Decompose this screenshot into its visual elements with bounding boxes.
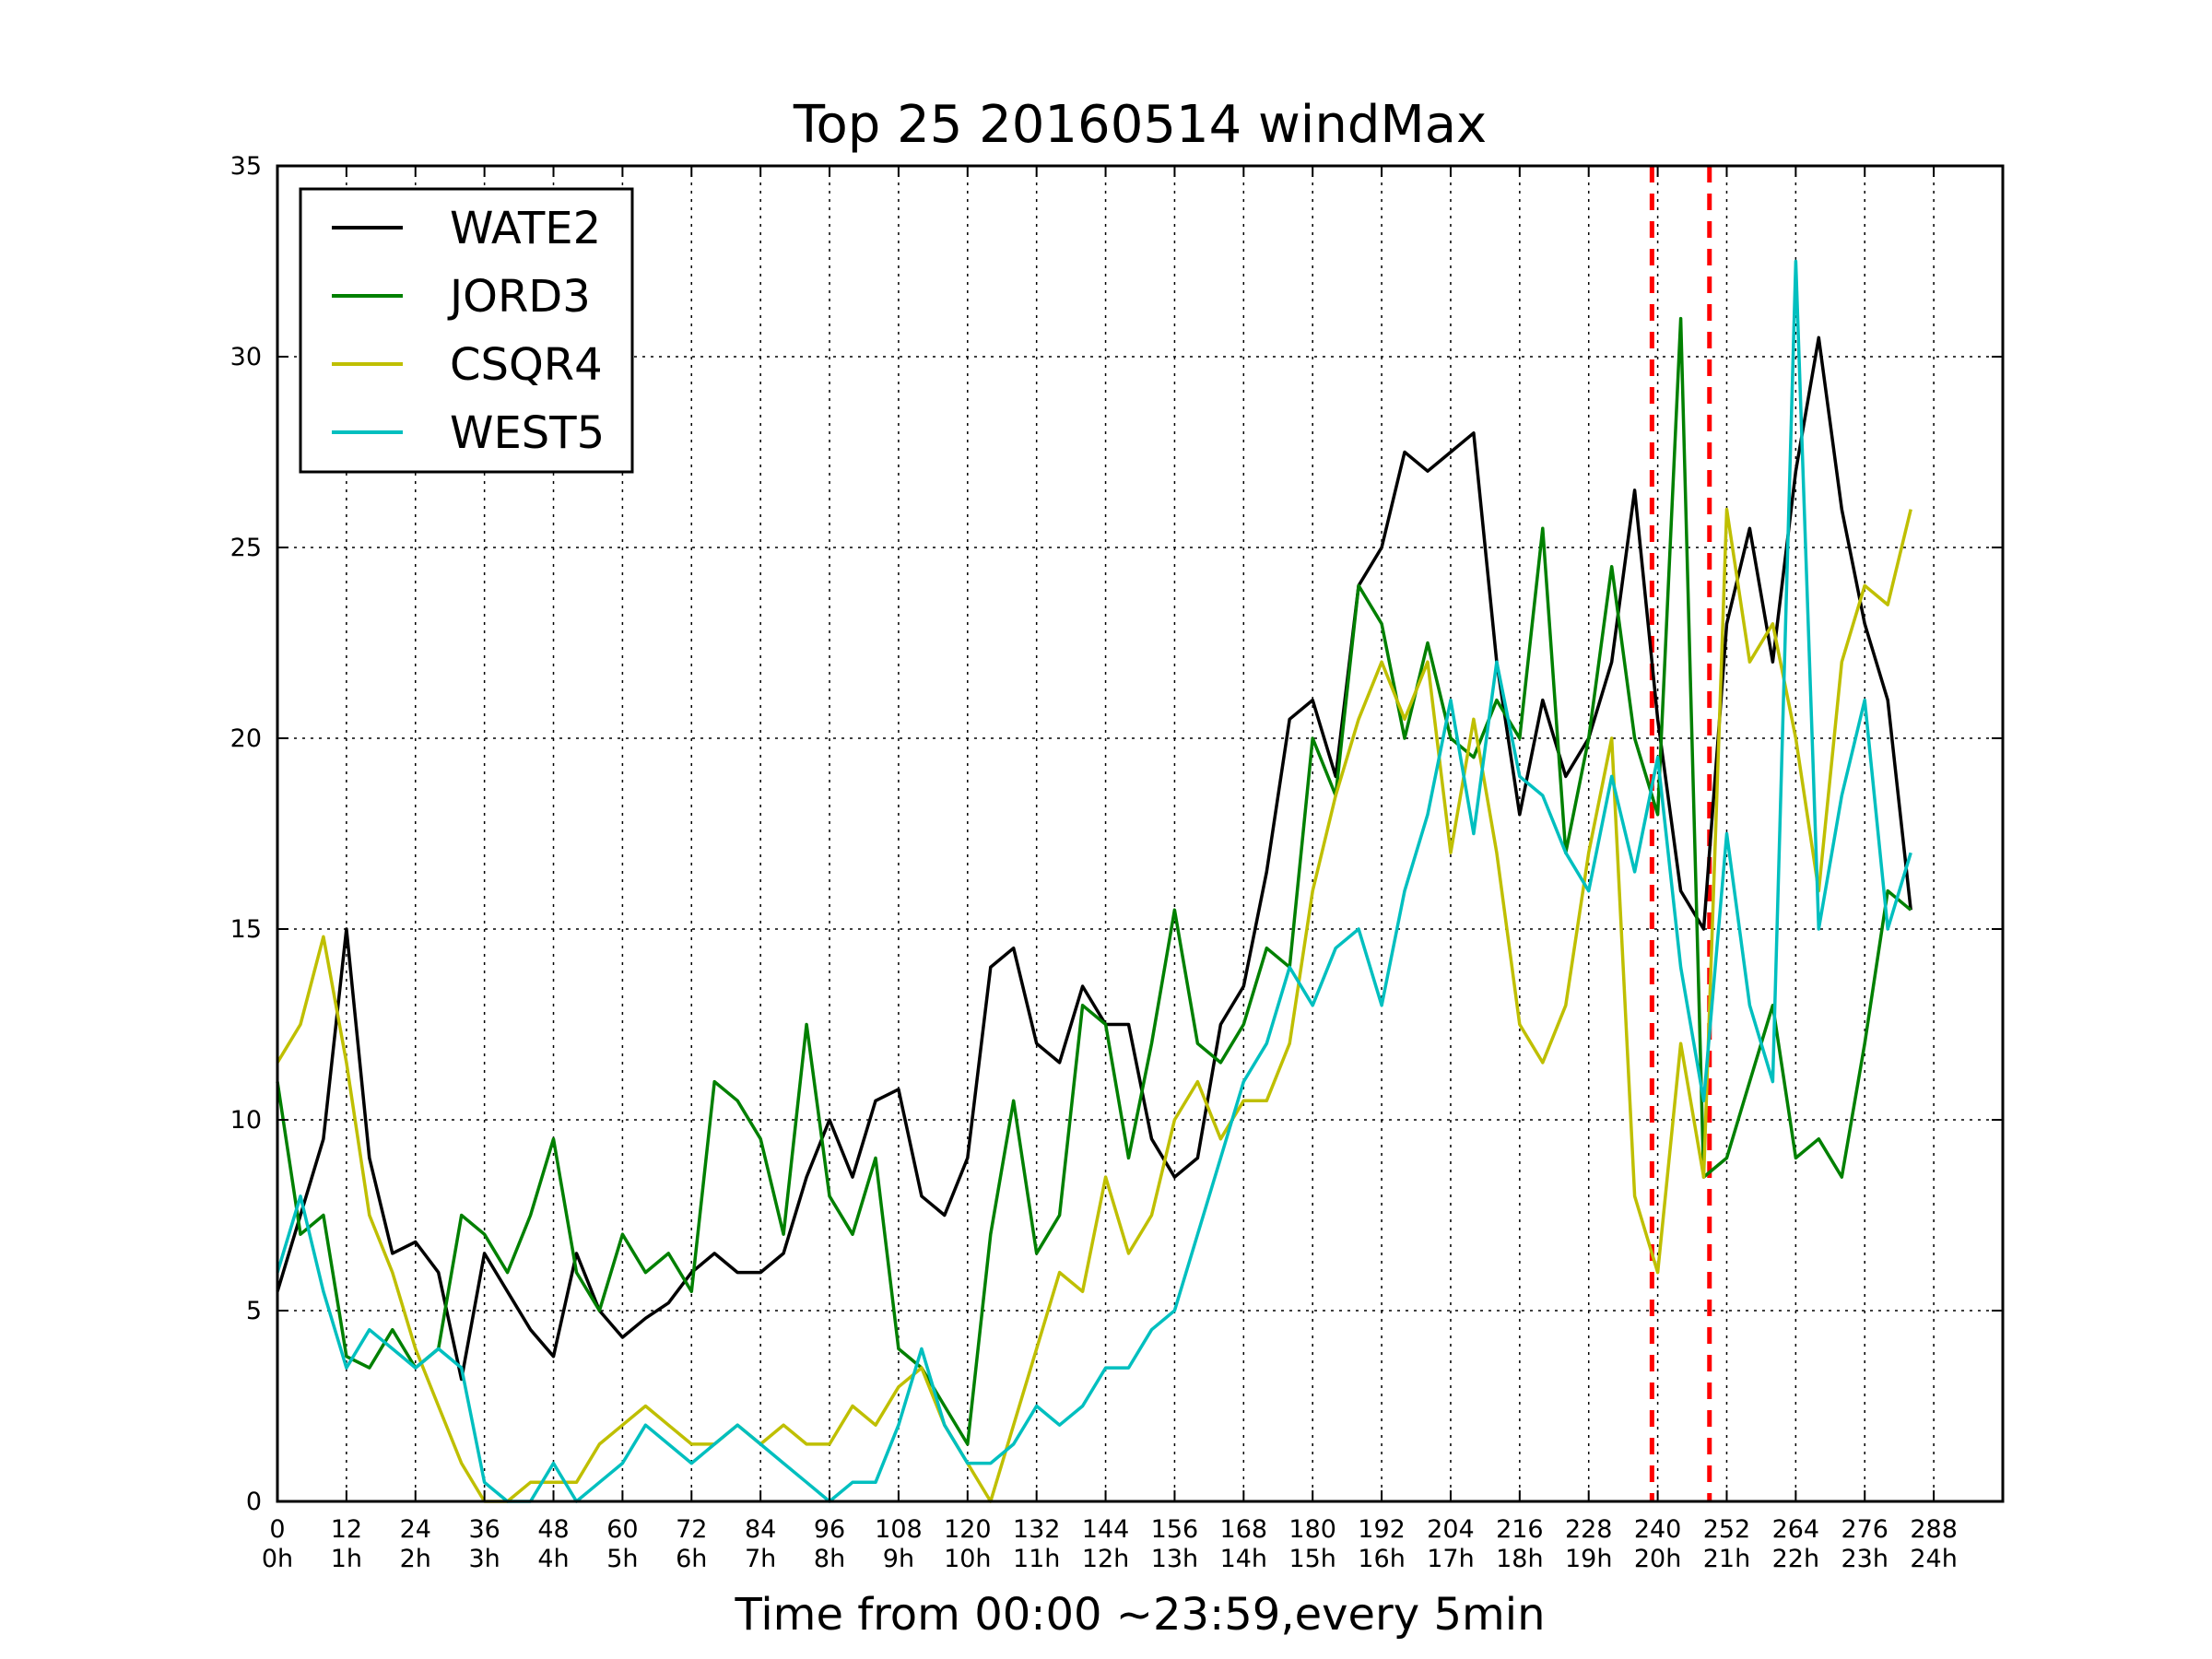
x-tick-label: 48: [537, 1515, 569, 1544]
x-tick-label: 252: [1703, 1515, 1751, 1544]
x-tick-sublabel: 1h: [331, 1545, 362, 1573]
x-tick-sublabel: 8h: [814, 1545, 845, 1573]
x-tick-label: 0: [269, 1515, 285, 1544]
legend-label-csqr4: CSQR4: [450, 339, 603, 391]
y-tick-label: 15: [230, 915, 262, 944]
x-tick-sublabel: 4h: [537, 1545, 569, 1573]
legend-label-west5: WEST5: [450, 407, 605, 459]
x-tick-sublabel: 11h: [1013, 1545, 1060, 1573]
x-tick-label: 276: [1841, 1515, 1888, 1544]
x-axis-label: Time from 00:00 ~23:59,every 5min: [735, 1589, 1546, 1641]
legend-label-wate2: WATE2: [450, 203, 601, 254]
x-tick-sublabel: 13h: [1151, 1545, 1198, 1573]
x-tick-label: 192: [1358, 1515, 1406, 1544]
x-tick-sublabel: 2h: [400, 1545, 431, 1573]
x-tick-label: 12: [331, 1515, 362, 1544]
x-tick-label: 96: [814, 1515, 845, 1544]
x-tick-label: 216: [1496, 1515, 1544, 1544]
legend-box: [299, 187, 634, 474]
plot-frame: [276, 164, 2005, 1503]
x-tick-sublabel: 0h: [262, 1545, 293, 1573]
tick-layer: 00h121h242h363h484h605h726h847h968h1089h…: [230, 152, 2003, 1573]
series-line-csqr4: [276, 507, 1912, 1503]
x-tick-label: 228: [1565, 1515, 1613, 1544]
x-tick-sublabel: 19h: [1565, 1545, 1612, 1573]
x-tick-label: 132: [1013, 1515, 1061, 1544]
x-tick-label: 264: [1772, 1515, 1820, 1544]
legend-label-jord3: JORD3: [447, 271, 591, 323]
x-tick-sublabel: 14h: [1220, 1545, 1267, 1573]
x-tick-sublabel: 12h: [1082, 1545, 1129, 1573]
x-tick-label: 108: [875, 1515, 923, 1544]
x-tick-label: 288: [1910, 1515, 1958, 1544]
y-tick-label: 10: [230, 1106, 262, 1135]
y-tick-label: 20: [230, 724, 262, 753]
x-tick-sublabel: 22h: [1772, 1545, 1819, 1573]
x-tick-sublabel: 18h: [1496, 1545, 1543, 1573]
y-tick-label: 0: [246, 1488, 262, 1516]
grid-layer: [277, 166, 2003, 1501]
series-layer: [276, 259, 1912, 1503]
x-tick-sublabel: 15h: [1288, 1545, 1335, 1573]
x-tick-sublabel: 16h: [1358, 1545, 1405, 1573]
y-tick-label: 30: [230, 343, 262, 371]
x-tick-sublabel: 21h: [1703, 1545, 1750, 1573]
series-line-west5: [276, 259, 1912, 1503]
x-tick-label: 36: [468, 1515, 500, 1544]
chart-title: Top 25 20160514 windMax: [793, 95, 1487, 155]
x-tick-sublabel: 6h: [676, 1545, 707, 1573]
x-tick-sublabel: 20h: [1634, 1545, 1681, 1573]
x-tick-sublabel: 24h: [1910, 1545, 1957, 1573]
x-tick-sublabel: 10h: [944, 1545, 991, 1573]
x-tick-label: 204: [1427, 1515, 1475, 1544]
y-tick-label: 25: [230, 534, 262, 562]
x-tick-label: 168: [1220, 1515, 1268, 1544]
x-tick-label: 120: [944, 1515, 992, 1544]
y-tick-label: 5: [246, 1297, 262, 1325]
x-tick-label: 240: [1634, 1515, 1682, 1544]
legend: WATE2 JORD3 CSQR4 WEST5: [299, 187, 634, 474]
series-line-jord3: [276, 316, 1912, 1446]
x-tick-label: 144: [1082, 1515, 1130, 1544]
x-tick-sublabel: 23h: [1841, 1545, 1888, 1573]
x-tick-sublabel: 9h: [883, 1545, 914, 1573]
y-tick-label: 35: [230, 152, 262, 181]
x-tick-label: 180: [1288, 1515, 1336, 1544]
x-tick-label: 156: [1151, 1515, 1199, 1544]
x-tick-label: 24: [400, 1515, 431, 1544]
x-tick-sublabel: 5h: [606, 1545, 638, 1573]
series-line-wate2: [276, 335, 1912, 1382]
x-tick-label: 60: [606, 1515, 638, 1544]
x-tick-sublabel: 3h: [468, 1545, 500, 1573]
x-tick-label: 84: [745, 1515, 776, 1544]
x-tick-label: 72: [676, 1515, 707, 1544]
x-tick-sublabel: 7h: [745, 1545, 776, 1573]
x-tick-sublabel: 17h: [1427, 1545, 1474, 1573]
